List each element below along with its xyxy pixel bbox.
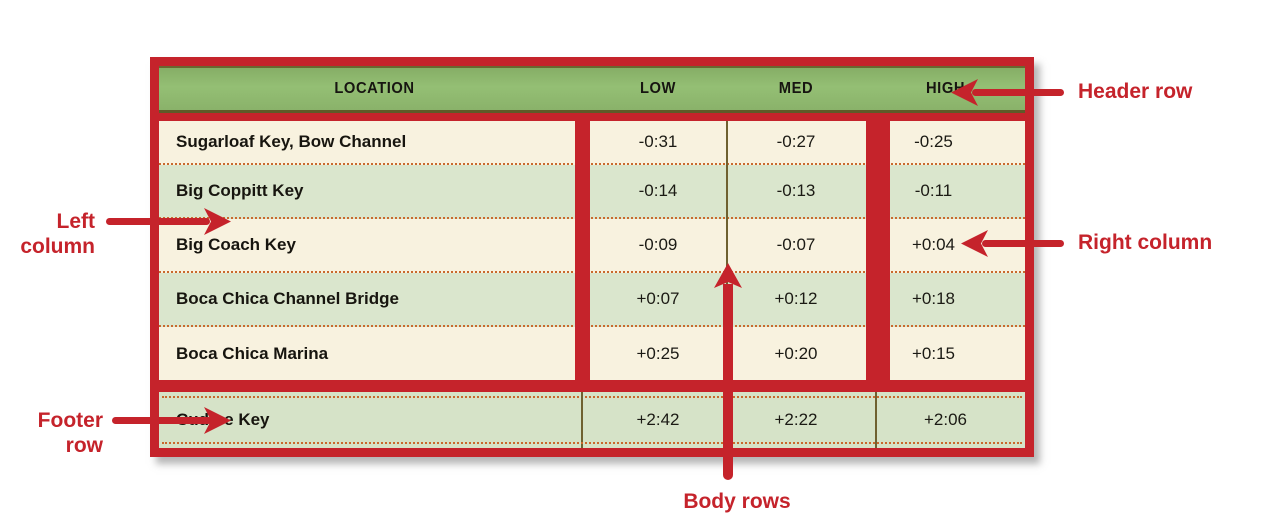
footer-cell-med: +2:22 [774,410,818,429]
footer-row-callout-label: Footer row [20,408,103,458]
body-rows-callout-line [723,284,733,480]
header-cell-low: LOW [640,80,676,97]
cell-med: +0:20 [774,343,818,363]
right-column-callout-label: Right column [1078,231,1213,254]
table-row: Boca Chica Marina +0:25 +0:20 +0:15 [159,327,1025,380]
cell-location: Big Coppitt Key [176,181,304,200]
body-rows-callout-label: Body rows [683,490,791,513]
header-row-callout-line [972,89,1064,96]
footer-row-label-line2: row [65,434,103,457]
header-row-callout-label: Header row [1078,80,1193,103]
table-row: Sugarloaf Key, Bow Channel -0:31 -0:27 -… [159,121,1025,165]
table-footer-row: Cudjoe Key +2:42 +2:22 +2:06 [159,392,1025,448]
footer-row-callout-line [112,417,212,424]
header-row-bottom-border [159,113,1025,121]
cell-location: Boca Chica Marina [176,343,329,363]
cell-high: -0:11 [914,181,953,200]
cell-low: +0:25 [636,343,680,363]
left-column-label-line2: column [20,235,95,258]
footer-row-top-border [159,380,1025,392]
cell-high: +0:15 [911,343,955,363]
footer-divider-1 [581,392,583,448]
table-row: Big Coach Key -0:09 -0:07 +0:04 [159,219,1025,273]
cell-low: +0:07 [636,289,680,308]
table-row: Boca Chica Channel Bridge +0:07 +0:12 +0… [159,273,1025,327]
low-med-column-divider [726,121,728,380]
left-column-right-border [575,121,590,380]
left-column-callout-line [106,218,210,225]
cell-high: +0:04 [911,235,955,254]
footer-cell-low: +2:42 [636,410,680,429]
cell-location: Sugarloaf Key, Bow Channel [176,132,407,151]
table-header-row: LOCATION LOW MED HIGH [159,66,1025,113]
right-column-left-border [866,121,890,380]
cell-med: -0:07 [776,235,816,254]
cell-location: Boca Chica Channel Bridge [176,289,399,308]
tide-correction-table: LOCATION LOW MED HIGH Sugarloaf Key, Bow… [150,57,1034,457]
cell-location: Big Coach Key [176,235,296,254]
left-column-label-line1: Left [56,210,96,233]
table-rows-container: Sugarloaf Key, Bow Channel -0:31 -0:27 -… [159,121,1025,380]
cell-med: +0:12 [774,289,818,308]
table-body: Sugarloaf Key, Bow Channel -0:31 -0:27 -… [159,121,1025,380]
footer-divider-2 [875,392,877,448]
right-column-callout-line [982,240,1064,247]
cell-low: -0:09 [638,235,678,254]
cell-low: -0:14 [638,181,678,200]
footer-row-label-line1: Footer [37,409,103,432]
cell-high: +0:18 [911,289,955,308]
cell-high: -0:25 [914,132,953,151]
header-cell-location: LOCATION [334,80,415,97]
footer-cell-high: +2:06 [923,410,967,429]
cell-med: -0:27 [776,132,816,151]
cell-low: -0:31 [638,132,678,151]
header-cell-med: MED [778,80,814,97]
left-column-callout-label: Left column [7,209,95,259]
cell-med: -0:13 [776,181,816,200]
table-row: Big Coppitt Key -0:14 -0:13 -0:11 [159,165,1025,219]
